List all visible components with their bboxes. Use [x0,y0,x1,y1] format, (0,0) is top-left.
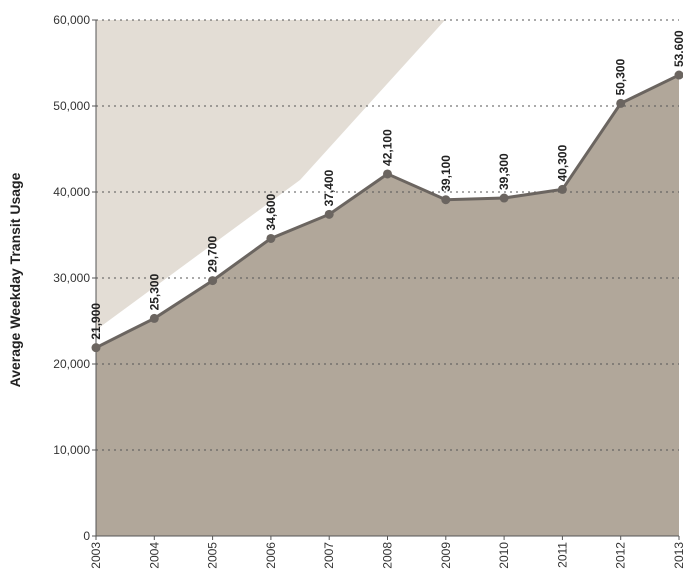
point [616,98,626,108]
value-label: 25,300 [147,273,161,310]
value-label: 39,300 [497,153,511,190]
x-tick-label: 2006 [264,542,278,569]
value-label: 53,600 [672,30,683,67]
x-tick-label: 2013 [672,542,683,569]
x-tick-label: 2008 [381,542,395,569]
x-tick-label: 2011 [555,542,569,568]
point [674,70,683,80]
point [383,169,392,179]
value-label: 29,700 [206,236,220,273]
value-label: 37,400 [322,169,336,206]
point [149,313,159,323]
x-tick-label: 2012 [614,542,628,569]
value-label: 50,300 [614,58,628,95]
x-tick-label: 2004 [147,542,161,569]
x-tick-label: 2009 [439,542,453,569]
point [324,209,334,219]
value-label: 34,600 [264,193,278,230]
y-axis-label: Average Weekday Transit Usage [7,172,23,387]
y-tick-label: 50,000 [53,99,90,113]
area [96,75,679,536]
x-tick-label: 2003 [89,542,103,569]
x-tick-label: 2010 [497,542,511,569]
point [499,193,509,203]
x-tick-label: 2007 [322,542,336,569]
point [557,184,567,194]
background-photo [96,20,445,330]
value-label: 21,900 [89,303,103,340]
y-tick-label: 40,000 [53,185,90,199]
y-tick-label: 30,000 [53,271,90,285]
y-tick-label: 20,000 [53,357,90,371]
point [441,195,451,205]
value-label: 40,300 [555,144,569,181]
x-tick-label: 2005 [206,542,220,569]
value-label: 39,100 [439,155,453,192]
point [91,343,101,353]
point [208,276,218,286]
y-tick-label: 60,000 [53,13,90,27]
point [266,233,276,243]
value-label: 42,100 [381,129,395,166]
y-tick-label: 0 [83,529,90,543]
y-tick-label: 10,000 [53,443,90,457]
